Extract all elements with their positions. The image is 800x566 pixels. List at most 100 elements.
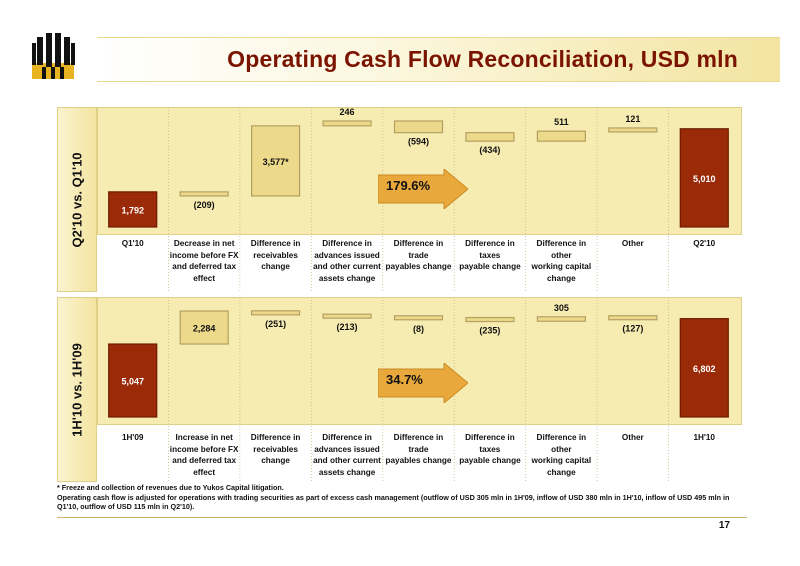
side-label-quarter: Q2'10 vs. Q1'10 bbox=[69, 151, 85, 248]
company-logo bbox=[28, 33, 78, 81]
category-label-line: Difference in taxes bbox=[465, 433, 515, 454]
category-label: Difference in other working capital change bbox=[526, 238, 597, 284]
bar-value-label: 5,047 bbox=[121, 377, 144, 387]
bar-value-label: (127) bbox=[622, 324, 643, 334]
bar-value-label: (251) bbox=[265, 319, 286, 329]
waterfall-bar bbox=[108, 191, 158, 228]
page-number: 17 bbox=[718, 520, 730, 531]
category-label-line: change bbox=[547, 273, 576, 283]
category-label-line: assets change bbox=[318, 467, 376, 477]
waterfall-bar bbox=[679, 318, 729, 418]
category-label-line: Difference in other bbox=[536, 433, 587, 454]
category-label: Difference in taxes payable change bbox=[454, 432, 525, 478]
category-label-line: Other bbox=[621, 433, 644, 442]
category-label-line: and deferred tax bbox=[172, 262, 236, 271]
waterfall-bar bbox=[465, 132, 515, 142]
category-label: Difference in trade payables change bbox=[383, 432, 454, 478]
category-label-line: working capital bbox=[531, 262, 592, 271]
category-label-line: payables change bbox=[385, 262, 452, 271]
category-label-line: Difference in bbox=[322, 239, 372, 248]
category-label-line: effect bbox=[193, 467, 216, 477]
section-label-halfyear: 1H'10 vs. 1H'09 bbox=[57, 297, 97, 482]
bar-value-label: (8) bbox=[413, 324, 424, 334]
category-label-line: change bbox=[547, 467, 576, 477]
bar-value-label: (434) bbox=[479, 145, 500, 155]
footnote-adjustment: Operating cash flow is adjusted for oper… bbox=[57, 492, 730, 512]
category-label-line: Difference in trade bbox=[393, 433, 444, 454]
category-labels-quarter: Q1'10 Decrease in net income before FX and … bbox=[97, 238, 740, 284]
section-label-quarter: Q2'10 vs. Q1'10 bbox=[57, 107, 97, 292]
bar-value-label: (209) bbox=[194, 200, 215, 210]
category-label-line: Other bbox=[621, 239, 644, 248]
category-label-line: payable change bbox=[459, 456, 521, 465]
category-label-line: and other current bbox=[313, 262, 381, 271]
category-label: Difference in taxes payable change bbox=[454, 238, 525, 284]
waterfall-bar bbox=[179, 310, 229, 345]
category-label: Difference in advances issued and other cu… bbox=[311, 432, 382, 478]
waterfall-bar bbox=[536, 130, 586, 142]
category-label-line: Increase in net bbox=[175, 433, 233, 442]
category-label-line: payable change bbox=[459, 262, 521, 271]
bar-value-label: 6,802 bbox=[693, 364, 716, 374]
category-label-line: Decrease in net bbox=[173, 239, 235, 248]
waterfall-chart-halfyear: 5,047 2,284 (251) (213) (8) (235) 305 (127) 6,80… bbox=[108, 297, 729, 483]
category-label-line: income before FX bbox=[169, 250, 239, 260]
category-label-line: and deferred tax bbox=[172, 456, 236, 465]
category-label: Difference in receivables change bbox=[240, 238, 311, 284]
waterfall-bar bbox=[322, 120, 372, 127]
category-label-line: and other current bbox=[313, 456, 381, 465]
category-label: Other bbox=[597, 432, 668, 478]
category-label: Difference in receivables change bbox=[240, 432, 311, 478]
category-label-line: Q2'10 bbox=[693, 239, 716, 248]
bar-value-label: (594) bbox=[408, 137, 429, 147]
waterfall-chart-quarter: 1,792 (209) 3,577* 246 (594) (434) 511 121 5,010 bbox=[108, 107, 729, 293]
footnote-litigation: * Freeze and collection of revenues due … bbox=[57, 483, 284, 492]
category-label-line: income before FX bbox=[169, 444, 239, 454]
category-label: 1H'10 bbox=[669, 432, 740, 478]
growth-arrow-quarter: 179.6% bbox=[377, 167, 469, 211]
category-label: Decrease in net income before FX and defer… bbox=[168, 238, 239, 284]
waterfall-bar bbox=[608, 127, 658, 133]
category-label-line: advances issued bbox=[314, 444, 380, 454]
category-label-line: 1H'09 bbox=[121, 433, 144, 442]
category-label: Q2'10 bbox=[669, 238, 740, 284]
category-label-line: Difference in trade bbox=[393, 239, 444, 260]
category-label-line: receivables change bbox=[253, 444, 298, 466]
bar-value-label: 2,284 bbox=[193, 324, 216, 334]
waterfall-bar bbox=[393, 120, 444, 134]
category-label: Q1'10 bbox=[97, 238, 168, 284]
waterfall-bar bbox=[608, 315, 658, 321]
title-band: Operating Cash Flow Reconciliation, USD … bbox=[97, 37, 780, 82]
category-label-line: advances issued bbox=[314, 250, 380, 260]
waterfall-bar bbox=[251, 310, 301, 316]
bar-value-label: 246 bbox=[340, 107, 355, 117]
footnotes: * Freeze and collection of revenues due … bbox=[57, 483, 747, 512]
category-label-line: Q1'10 bbox=[121, 239, 144, 248]
growth-label-quarter: 179.6% bbox=[386, 178, 431, 193]
bar-value-label: 305 bbox=[554, 303, 569, 313]
waterfall-bar bbox=[679, 128, 729, 228]
category-label-line: payables change bbox=[385, 456, 452, 465]
waterfall-bar bbox=[536, 316, 586, 322]
category-label: Difference in advances issued and other cu… bbox=[311, 238, 382, 284]
category-label-line: receivables change bbox=[253, 250, 298, 272]
bar-value-label: (213) bbox=[337, 322, 358, 332]
page-title: Operating Cash Flow Reconciliation, USD … bbox=[227, 46, 738, 72]
category-label-line: working capital bbox=[531, 456, 592, 465]
bar-value-label: 121 bbox=[625, 114, 640, 124]
category-label-line: Difference in bbox=[250, 433, 301, 442]
category-label-line: 1H'10 bbox=[693, 433, 715, 442]
waterfall-bar bbox=[465, 316, 515, 323]
waterfall-bar bbox=[108, 343, 158, 418]
growth-arrow-halfyear: 34.7% bbox=[377, 361, 469, 405]
bar-value-label: 1,792 bbox=[121, 205, 144, 215]
bar-value-label: 511 bbox=[554, 117, 569, 127]
side-label-halfyear: 1H'10 vs. 1H'09 bbox=[69, 342, 85, 437]
category-label-line: Difference in taxes bbox=[465, 239, 515, 260]
category-label-line: Difference in other bbox=[536, 239, 587, 260]
category-labels-halfyear: 1H'09 Increase in net income before FX and … bbox=[97, 432, 740, 478]
category-label-line: Difference in bbox=[250, 239, 301, 248]
bottom-rule bbox=[57, 517, 747, 518]
category-label-line: assets change bbox=[318, 273, 376, 283]
waterfall-bar bbox=[179, 191, 229, 197]
